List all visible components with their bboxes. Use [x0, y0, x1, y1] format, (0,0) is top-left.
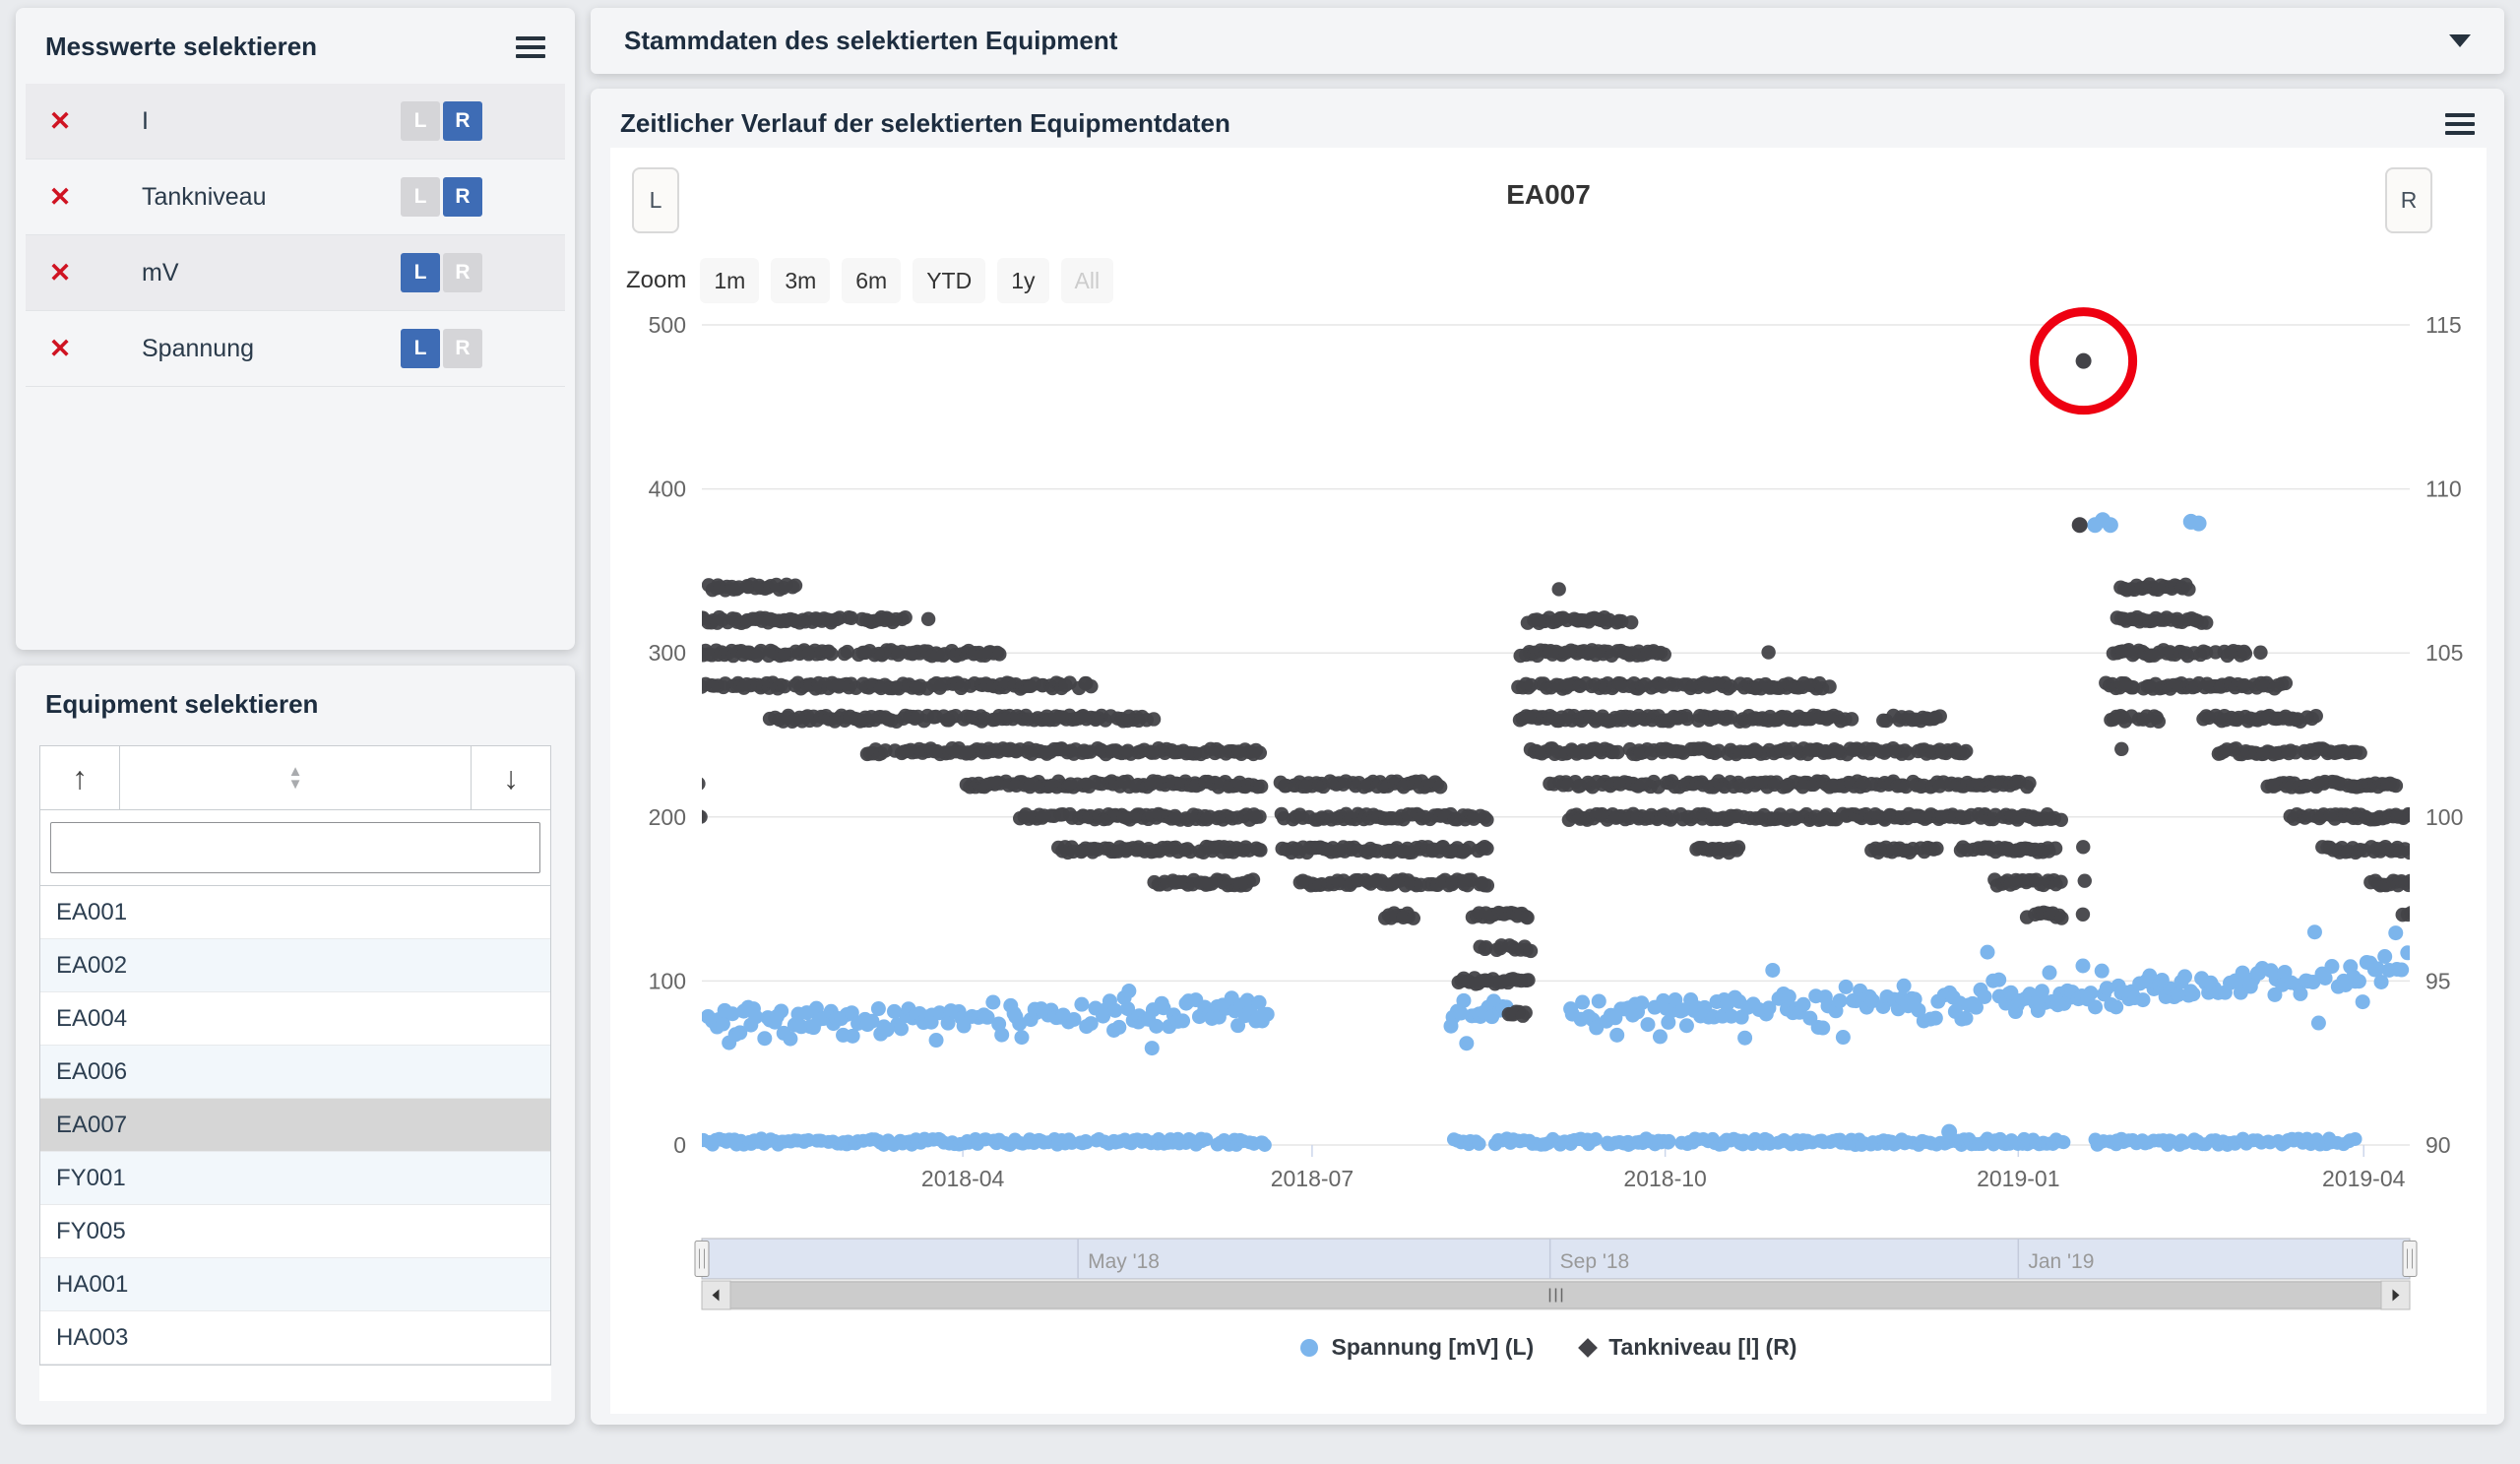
left-axis-toggle[interactable]: L [401, 101, 440, 141]
legend-label: Tankniveau [l] (R) [1608, 1334, 1797, 1360]
equipment-list-item[interactable]: EA004 [40, 992, 550, 1046]
equipment-select-panel: Equipment selektieren ↑ ▲ ▼ ↓ EA001 EA002… [16, 666, 575, 1425]
measure-row: ✕ mV L R [26, 235, 565, 311]
svg-text:May '18: May '18 [1088, 1250, 1160, 1273]
stammdaten-title: Stammdaten des selektierten Equipment [624, 26, 1118, 55]
measure-label: mV [142, 258, 179, 286]
move-up-icon[interactable]: ↑ [72, 759, 88, 796]
measure-list: ✕ I L R ✕ Tankniveau L R ✕ mV L [26, 84, 565, 387]
measure-panel-title: Messwerte selektieren [45, 32, 318, 61]
diamond-marker-icon [1578, 1337, 1599, 1358]
axis-toggle: L R [401, 177, 482, 217]
svg-text:2019-04: 2019-04 [2322, 1166, 2406, 1191]
equipment-list-item[interactable]: FY005 [40, 1205, 550, 1258]
stammdaten-panel: Stammdaten des selektierten Equipment [591, 8, 2504, 74]
remove-icon[interactable]: ✕ [48, 257, 72, 287]
svg-text:2018-07: 2018-07 [1271, 1166, 1354, 1191]
legend-item[interactable]: Tankniveau [l] (R) [1578, 1334, 1797, 1361]
remove-icon[interactable]: ✕ [48, 333, 72, 363]
equipment-list-item[interactable]: EA001 [40, 886, 550, 939]
chart-container[interactable]: L R EA007 Zoom 1m 3m 6m YTD 1y All 0 90 100 95 20… [610, 148, 2487, 1414]
left-axis-toggle[interactable]: L [401, 253, 440, 292]
equipment-list-item[interactable]: HA003 [40, 1311, 550, 1365]
equipment-list-item[interactable]: EA002 [40, 939, 550, 992]
equipment-table: ↑ ▲ ▼ ↓ EA001 EA002 EA004 EA006 EA007 FY0… [39, 745, 551, 1366]
zoom-button-all: All [1060, 258, 1114, 303]
svg-text:2019-01: 2019-01 [1977, 1166, 2059, 1191]
zoom-button-3m[interactable]: 3m [771, 258, 831, 303]
equipment-list-item[interactable]: HA001 [40, 1258, 550, 1311]
right-axis-toggle[interactable]: R [443, 177, 482, 217]
measure-row: ✕ Tankniveau L R [26, 159, 565, 235]
svg-text:105: 105 [2426, 640, 2463, 666]
equipment-list-item[interactable]: FY001 [40, 1152, 550, 1205]
svg-text:90: 90 [2426, 1132, 2451, 1158]
equipment-filter-input[interactable] [50, 822, 540, 873]
axis-toggle: L R [401, 329, 482, 368]
svg-text:Sep '18: Sep '18 [1560, 1250, 1630, 1273]
navigator-handle[interactable] [2402, 1241, 2418, 1277]
remove-icon[interactable]: ✕ [48, 105, 72, 136]
zoom-button-6m[interactable]: 6m [842, 258, 902, 303]
axis-toggle: L R [401, 253, 482, 292]
svg-text:115: 115 [2426, 312, 2462, 338]
equipment-table-header: ↑ ▲ ▼ ↓ [40, 746, 550, 810]
timeseries-panel-title: Zeitlicher Verlauf der selektierten Equi… [620, 108, 1230, 138]
chevron-down-icon[interactable] [2449, 34, 2471, 47]
axis-toggle: L R [401, 101, 482, 141]
measure-row: ✕ I L R [26, 84, 565, 159]
equipment-list-item[interactable]: EA006 [40, 1046, 550, 1099]
zoom-button-1y[interactable]: 1y [997, 258, 1049, 303]
equipment-panel-title: Equipment selektieren [45, 689, 319, 719]
measure-label: I [142, 106, 149, 135]
navigator-handle[interactable] [694, 1241, 710, 1277]
scatter-chart[interactable]: 0 90 100 95 200 100 300 105 400 110 500 115 2018-04 2… [610, 148, 2487, 1414]
svg-text:2018-10: 2018-10 [1623, 1166, 1706, 1191]
measure-row: ✕ Spannung L R [26, 311, 565, 387]
svg-text:2018-04: 2018-04 [921, 1166, 1005, 1191]
navigator[interactable] [701, 1238, 2411, 1280]
hamburger-icon[interactable] [516, 35, 545, 58]
equipment-filter-row [40, 810, 550, 886]
measure-label: Tankniveau [142, 182, 267, 211]
right-axis-toggle[interactable]: R [443, 329, 482, 368]
measure-select-panel: Messwerte selektieren ✕ I L R ✕ Tanknive… [16, 8, 575, 650]
svg-text:Jan '19: Jan '19 [2028, 1250, 2094, 1273]
svg-text:400: 400 [649, 477, 686, 502]
left-axis-button[interactable]: L [632, 167, 679, 233]
svg-text:500: 500 [649, 312, 686, 338]
annotation-circle [2030, 307, 2138, 415]
range-selector: Zoom 1m 3m 6m YTD 1y All [626, 258, 1114, 303]
circle-marker-icon [1299, 1338, 1318, 1357]
chart-legend: Spannung [mV] (L) Tankniveau [l] (R) [610, 1334, 2487, 1361]
equipment-list-item[interactable]: EA007 [40, 1099, 550, 1152]
chart-title: EA007 [1506, 179, 1591, 210]
remove-icon[interactable]: ✕ [48, 181, 72, 212]
timeseries-panel: Zeitlicher Verlauf der selektierten Equi… [591, 89, 2504, 1425]
sort-icon[interactable]: ▲ ▼ [119, 746, 472, 809]
measure-label: Spannung [142, 334, 255, 362]
equipment-list: EA001 EA002 EA004 EA006 EA007 FY001 FY00… [40, 886, 550, 1365]
right-axis-toggle[interactable]: R [443, 253, 482, 292]
legend-label: Spannung [mV] (L) [1331, 1334, 1535, 1360]
svg-text:100: 100 [649, 968, 686, 993]
zoom-button-1m[interactable]: 1m [700, 258, 760, 303]
svg-text:95: 95 [2426, 968, 2451, 993]
legend-item[interactable]: Spannung [mV] (L) [1299, 1334, 1535, 1361]
svg-text:200: 200 [649, 804, 686, 830]
equipment-list-spacer [39, 1366, 551, 1401]
svg-text:0: 0 [673, 1132, 686, 1158]
left-axis-toggle[interactable]: L [401, 177, 440, 217]
right-axis-toggle[interactable]: R [443, 101, 482, 141]
svg-text:110: 110 [2426, 477, 2462, 502]
right-axis-button[interactable]: R [2385, 167, 2432, 233]
zoom-label: Zoom [626, 267, 687, 293]
left-axis-toggle[interactable]: L [401, 329, 440, 368]
zoom-button-ytd[interactable]: YTD [913, 258, 986, 303]
move-down-icon[interactable]: ↓ [503, 759, 519, 796]
hamburger-icon[interactable] [2445, 112, 2475, 135]
svg-text:100: 100 [2426, 804, 2463, 830]
svg-text:300: 300 [649, 640, 686, 666]
